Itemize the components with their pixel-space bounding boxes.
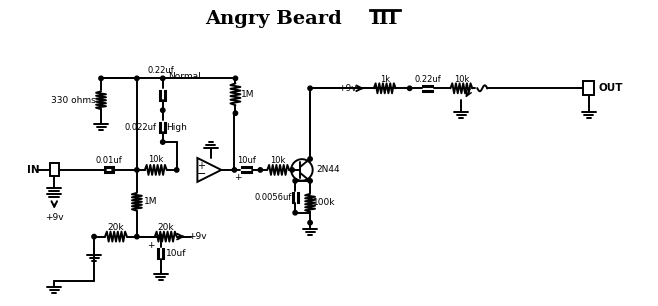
Circle shape [92, 234, 96, 239]
Text: 10k: 10k [270, 156, 286, 166]
Text: OUT: OUT [599, 83, 623, 93]
Text: +9v: +9v [188, 232, 207, 241]
Circle shape [407, 86, 412, 91]
Text: 0.22uf: 0.22uf [147, 66, 174, 75]
Text: 10uf: 10uf [237, 156, 256, 166]
Text: High: High [166, 123, 187, 132]
Circle shape [161, 140, 165, 144]
Text: IN: IN [27, 165, 39, 175]
Text: +: + [197, 161, 205, 171]
Circle shape [99, 76, 103, 80]
Circle shape [174, 168, 179, 172]
Circle shape [290, 168, 294, 172]
Text: +: + [147, 241, 155, 250]
Circle shape [233, 111, 238, 115]
Circle shape [308, 221, 313, 225]
Circle shape [135, 168, 139, 172]
Text: 10k: 10k [454, 75, 469, 84]
Circle shape [161, 76, 165, 80]
Text: 20k: 20k [157, 223, 174, 232]
Circle shape [308, 86, 313, 91]
FancyBboxPatch shape [50, 163, 59, 176]
Text: 1M: 1M [144, 197, 157, 206]
FancyBboxPatch shape [584, 81, 594, 95]
Circle shape [135, 234, 139, 239]
Circle shape [232, 168, 237, 172]
Circle shape [161, 108, 165, 112]
Text: −: − [197, 169, 206, 179]
Text: 0.22uf: 0.22uf [414, 75, 441, 84]
Text: III: III [370, 9, 397, 28]
Text: 10uf: 10uf [166, 249, 187, 258]
Text: 0.0056uf: 0.0056uf [255, 193, 292, 202]
Circle shape [159, 234, 163, 239]
Text: 0.022uf: 0.022uf [125, 123, 157, 132]
Text: 100k: 100k [313, 198, 336, 207]
Text: +9v: +9v [338, 84, 357, 93]
Text: 1M: 1M [241, 90, 254, 99]
Text: +9v: +9v [45, 213, 64, 222]
Text: +: + [234, 174, 241, 182]
Circle shape [233, 76, 238, 80]
Circle shape [258, 168, 263, 172]
Text: 10k: 10k [148, 155, 163, 164]
Circle shape [293, 179, 297, 183]
Text: 1k: 1k [380, 75, 390, 84]
Circle shape [135, 76, 139, 80]
Text: Angry Beard: Angry Beard [205, 9, 349, 28]
Circle shape [308, 179, 313, 183]
Circle shape [308, 157, 313, 161]
Text: 20k: 20k [108, 223, 124, 232]
Text: Normal: Normal [168, 72, 201, 81]
Text: 330 ohms: 330 ohms [51, 96, 95, 105]
Circle shape [293, 211, 297, 215]
Text: 2N44: 2N44 [316, 166, 340, 174]
Text: 0.01uf: 0.01uf [95, 156, 122, 166]
